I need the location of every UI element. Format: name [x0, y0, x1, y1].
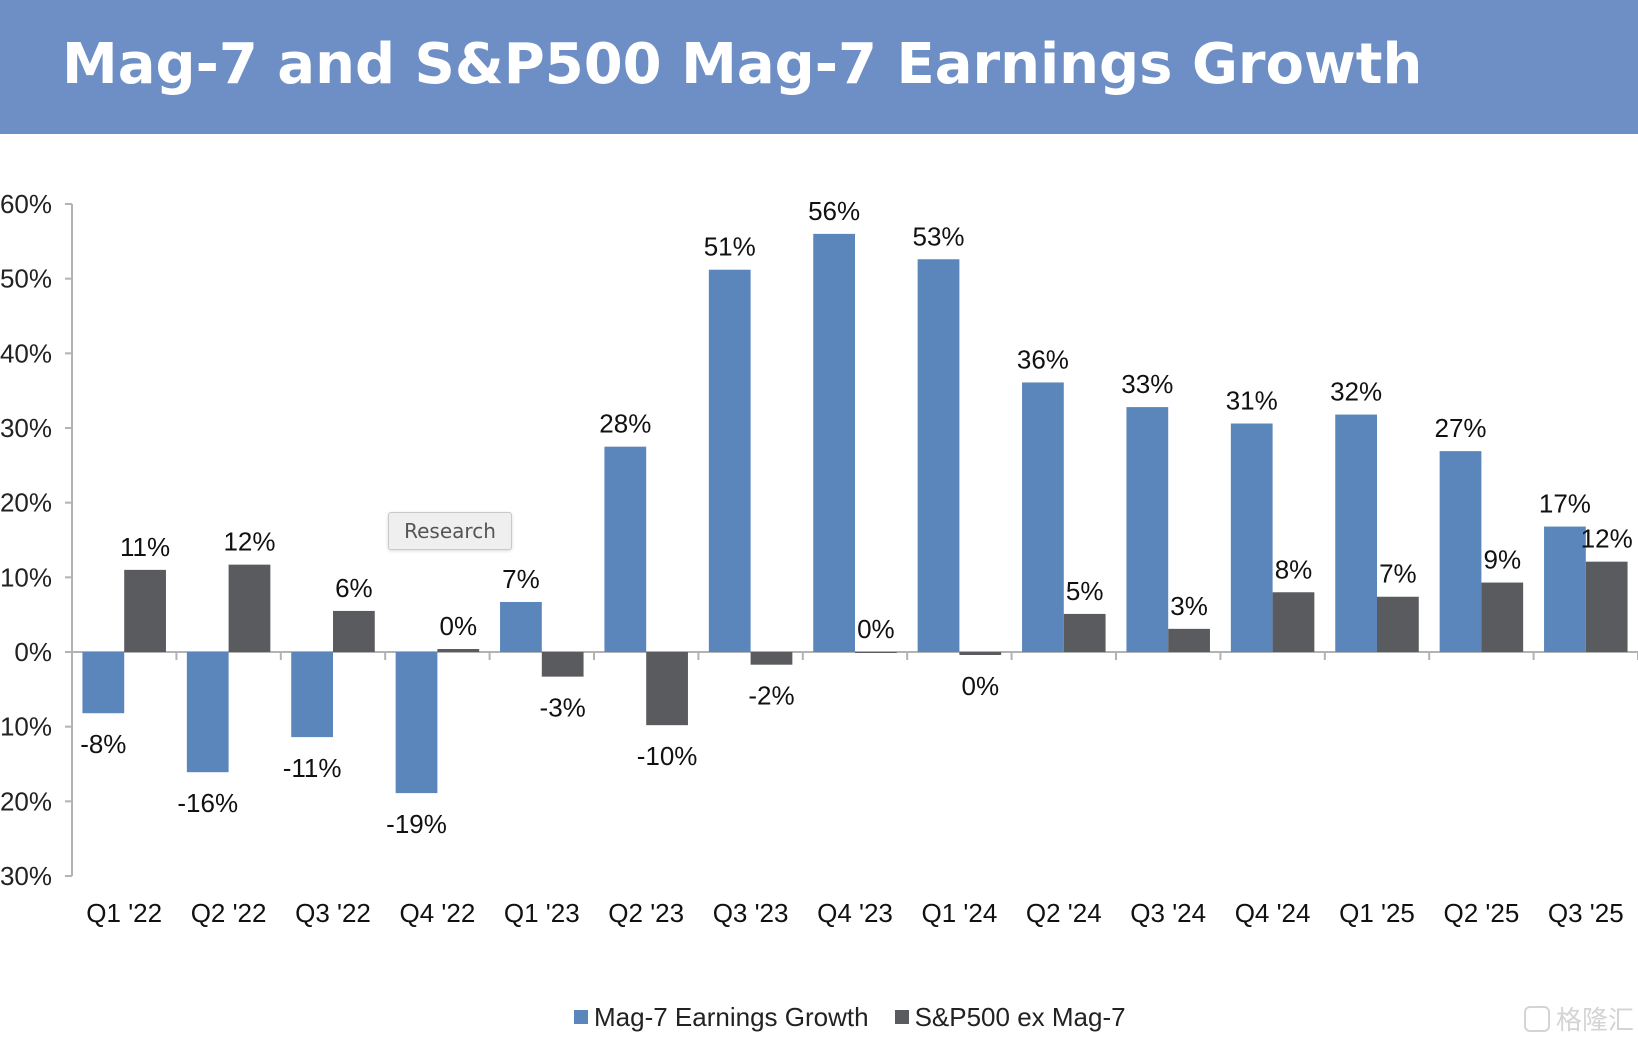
x-tick-label: Q3 '22	[295, 898, 371, 928]
data-label-mag7: 36%	[1017, 344, 1069, 374]
data-label-sp500: 11%	[120, 532, 170, 562]
data-label-mag7: 27%	[1434, 413, 1486, 443]
x-tick-label: Q3 '23	[713, 898, 789, 928]
x-tick-label: Q4 '23	[817, 898, 893, 928]
bar-sp500	[1168, 628, 1210, 652]
x-tick-label: Q2 '22	[191, 898, 267, 928]
legend-label-mag7: Mag-7 Earnings Growth	[594, 1001, 869, 1032]
x-tick-label: Q1 '22	[86, 898, 162, 928]
bar-sp500	[750, 652, 793, 665]
data-label-mag7: 31%	[1226, 386, 1278, 416]
bar-sp500	[541, 652, 584, 677]
y-tick-label: -10%	[0, 712, 52, 742]
bar-mag7	[395, 652, 438, 794]
legend-item-mag7: Mag-7 Earnings Growth	[574, 1002, 869, 1033]
data-label-mag7: 32%	[1330, 377, 1382, 407]
bar-sp500	[646, 652, 688, 726]
x-tick-label: Q3 '25	[1548, 898, 1624, 928]
data-label-mag7: -16%	[177, 788, 238, 818]
x-tick-label: Q1 '24	[922, 898, 998, 928]
x-tick-label: Q4 '22	[400, 898, 476, 928]
bar-mag7	[500, 601, 542, 652]
bar-sp500	[855, 652, 897, 653]
data-label-sp500: 12%	[223, 527, 275, 557]
bar-mag7	[708, 269, 751, 652]
bar-mag7	[813, 233, 855, 652]
data-label-sp500: -3%	[540, 693, 586, 723]
bar-sp500	[1585, 561, 1628, 652]
watermark-text: 格隆汇	[1556, 1006, 1635, 1036]
data-label-mag7: -19%	[386, 809, 447, 839]
data-label-sp500: 12%	[1581, 524, 1633, 554]
data-label-sp500: -10%	[637, 741, 698, 771]
legend-swatch-mag7	[574, 1010, 588, 1024]
data-label-sp500: 8%	[1275, 554, 1313, 584]
bar-sp500	[333, 610, 375, 652]
data-label-sp500: 7%	[1379, 559, 1417, 589]
data-label-mag7: 7%	[502, 564, 540, 594]
bar-mag7	[1022, 382, 1064, 652]
data-label-mag7: -11%	[283, 753, 342, 783]
bar-sp500	[437, 649, 480, 652]
bar-sp500	[1272, 592, 1315, 652]
data-label-mag7: 51%	[704, 232, 756, 262]
data-label-mag7: 56%	[808, 196, 860, 226]
bar-mag7	[917, 259, 960, 652]
data-label-mag7: 28%	[599, 409, 651, 439]
bar-sp500	[228, 564, 271, 652]
y-tick-label: 0%	[14, 637, 52, 667]
data-label-mag7: 53%	[912, 221, 964, 251]
data-label-sp500: 3%	[1170, 591, 1208, 621]
y-tick-label: 40%	[0, 338, 52, 368]
bar-mag7	[186, 652, 229, 773]
bar-sp500	[1063, 613, 1106, 652]
y-tick-label: -20%	[0, 786, 52, 816]
bar-mag7	[1544, 526, 1586, 652]
research-tooltip: Research	[388, 512, 512, 550]
bar-mag7	[1335, 414, 1377, 652]
x-tick-label: Q1 '23	[504, 898, 580, 928]
y-tick-label: 50%	[0, 264, 52, 294]
bar-mag7	[82, 652, 125, 714]
bar-sp500	[1481, 582, 1524, 652]
legend-item-sp500: S&P500 ex Mag-7	[894, 1001, 1126, 1033]
earnings-growth-chart: -30% -20% -10% 0% 10% 20% 30% 40% 50% 60% -8% 11% Q1…	[0, 189, 1638, 928]
data-label-sp500: 0%	[439, 611, 477, 641]
data-label-sp500: -2%	[748, 681, 794, 711]
y-tick-label: 30%	[0, 413, 52, 443]
bar-mag7	[1126, 407, 1169, 652]
bar-sp500	[1377, 596, 1419, 652]
y-tick-label: 20%	[0, 488, 52, 518]
bar-mag7	[1439, 451, 1482, 652]
x-tick-label: Q2 '23	[608, 898, 684, 928]
bar-sp500	[124, 569, 166, 652]
data-label-sp500: 9%	[1483, 545, 1521, 575]
y-tick-label: -30%	[0, 861, 52, 891]
data-label-mag7: 17%	[1539, 489, 1591, 519]
data-label-sp500: 0%	[857, 614, 895, 644]
bar-mag7	[604, 446, 647, 652]
bar-mag7	[291, 652, 333, 738]
title-banner: Mag-7 and S&P500 Mag-7 Earnings Growth	[0, 0, 1638, 134]
x-tick-label: Q4 '24	[1235, 898, 1311, 928]
x-tick-label: Q2 '24	[1026, 898, 1102, 928]
x-tick-label: Q1 '25	[1339, 898, 1415, 928]
watermark: 格隆汇	[1524, 1000, 1634, 1037]
data-label-sp500: 6%	[335, 573, 373, 603]
data-label-mag7: -8%	[80, 729, 126, 759]
bar-sp500	[959, 652, 1002, 655]
page-title: Mag-7 and S&P500 Mag-7 Earnings Growth	[62, 32, 1423, 97]
data-label-sp500: 5%	[1066, 576, 1104, 606]
watermark-logo-icon	[1524, 1005, 1550, 1032]
data-label-mag7: 33%	[1121, 369, 1173, 399]
y-tick-label: 10%	[0, 562, 52, 592]
x-tick-label: Q3 '24	[1130, 898, 1206, 928]
data-label-sp500: 0%	[961, 671, 999, 701]
chart-legend: Mag-7 Earnings Growth S&P500 ex Mag-7	[574, 1000, 1126, 1034]
y-tick-label: 60%	[0, 189, 52, 219]
legend-label-sp500: S&P500 ex Mag-7	[914, 1001, 1126, 1032]
x-tick-label: Q2 '25	[1444, 898, 1520, 928]
legend-swatch-sp500	[894, 1010, 909, 1024]
bar-mag7	[1230, 423, 1273, 652]
